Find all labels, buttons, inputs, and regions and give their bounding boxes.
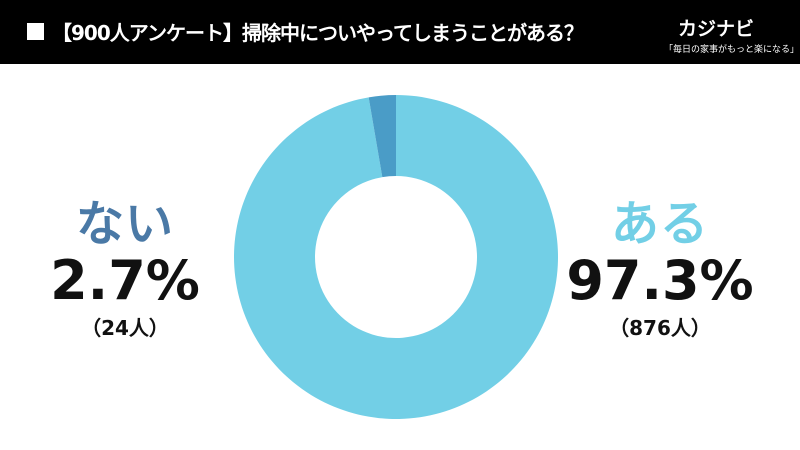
no-slice-percent: 2.7% <box>50 249 200 312</box>
yes-slice-count: （876人） <box>609 316 711 340</box>
pie-slice-no <box>368 95 396 178</box>
no-label-block: ない 2.7% （24人） <box>50 200 200 338</box>
brand-logo-text: カジナビ <box>678 18 755 40</box>
yes-slice-percent: 97.3% <box>566 249 754 312</box>
header-bar: 【900人アンケート】掃除中についやってしまうことがある？ カジナビ 「毎日の家… <box>0 0 800 64</box>
brand-tagline: 「毎日の家事がもっと楽になる」 <box>664 45 800 55</box>
donut-chart <box>234 95 559 419</box>
yes-slice-label: ある <box>610 196 709 252</box>
yes-label-block: ある 97.3% （876人） <box>565 200 755 338</box>
no-slice-label: ない <box>75 196 174 252</box>
square-bullet-icon <box>27 23 44 40</box>
pie-slice-yes <box>234 95 559 419</box>
chart-title: 【900人アンケート】掃除中についやってしまうことがある？ <box>52 21 584 45</box>
no-slice-count: （24人） <box>81 316 169 340</box>
